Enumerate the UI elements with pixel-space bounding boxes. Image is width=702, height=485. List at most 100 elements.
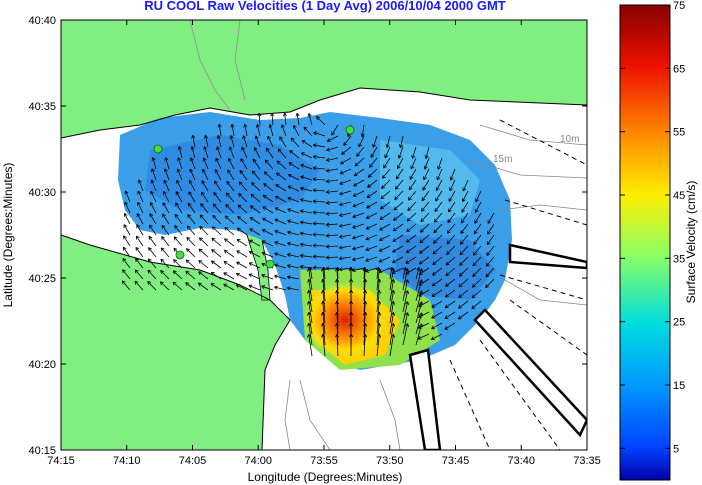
velocity-arrow-head <box>300 186 304 191</box>
velocity-arrow <box>395 168 404 180</box>
velocity-arrow-head <box>377 278 382 283</box>
velocity-arrow <box>226 181 235 192</box>
velocity-arrow <box>446 245 456 255</box>
velocity-arrow <box>365 223 378 230</box>
velocity-arrow-head <box>419 268 423 273</box>
velocity-arrow-head <box>449 176 454 181</box>
velocity-arrow-head <box>353 172 358 177</box>
velocity-arrow-head <box>405 279 410 283</box>
velocity-arrow-head <box>417 325 422 329</box>
velocity-arrow-head <box>286 286 291 291</box>
velocity-arrow-head <box>349 333 354 338</box>
velocity-arrow <box>215 157 222 170</box>
velocity-arrow <box>402 290 409 313</box>
velocity-arrow-head <box>249 216 254 221</box>
velocity-arrow <box>210 271 222 280</box>
velocity-arrow <box>366 201 378 209</box>
velocity-arrow-head <box>255 124 260 128</box>
velocity-arrow <box>353 179 365 187</box>
x-tick-label: 73:45 <box>442 455 470 467</box>
velocity-arrow-head <box>365 258 370 262</box>
velocity-arrow <box>199 225 209 236</box>
velocity-arrow <box>276 172 287 181</box>
velocity-arrow <box>418 322 430 329</box>
velocity-arrow <box>186 236 196 247</box>
velocity-arrow-head <box>325 244 330 249</box>
velocity-arrow-head <box>360 133 365 138</box>
velocity-arrow <box>471 289 482 299</box>
velocity-arrow-head <box>261 251 266 256</box>
velocity-arrow-head <box>366 204 371 209</box>
velocity-arrow-head <box>274 263 279 268</box>
velocity-arrow <box>287 242 300 247</box>
velocity-arrow-head <box>352 214 357 219</box>
velocity-arrow-head <box>187 202 192 207</box>
velocity-arrow-head <box>391 290 396 294</box>
velocity-arrow <box>431 278 443 287</box>
velocity-arrow-head <box>236 261 241 266</box>
velocity-arrow-head <box>287 196 292 201</box>
velocity-arrow-head <box>321 289 326 294</box>
velocity-arrow-head <box>325 179 330 184</box>
velocity-arrow <box>354 157 365 167</box>
land-north <box>61 20 587 138</box>
velocity-arrow <box>204 146 209 159</box>
velocity-arrow-head <box>391 270 396 274</box>
velocity-arrow <box>352 256 365 261</box>
velocity-arrow <box>353 190 365 197</box>
velocity-arrow-head <box>263 183 268 187</box>
velocity-arrow-head <box>253 147 258 151</box>
velocity-arrow <box>459 256 469 266</box>
velocity-arrow <box>262 206 274 214</box>
velocity-arrow-head <box>211 226 216 231</box>
velocity-arrow <box>389 290 394 313</box>
velocity-arrow-head <box>241 146 246 151</box>
velocity-arrow <box>461 201 469 213</box>
velocity-arrow-head <box>123 213 128 217</box>
velocity-arrow <box>445 267 456 277</box>
velocity-arrow <box>151 168 157 181</box>
velocity-arrow <box>136 213 144 225</box>
velocity-arrow-head <box>261 285 266 290</box>
velocity-arrow <box>369 157 378 168</box>
velocity-arrow <box>363 312 366 335</box>
velocity-arrow <box>250 205 261 214</box>
velocity-arrow-head <box>405 260 410 264</box>
velocity-arrow <box>216 146 222 159</box>
velocity-arrow-head <box>472 251 477 256</box>
colorbar-tick-label: 65 <box>673 63 685 75</box>
velocity-arrow <box>210 283 222 291</box>
velocity-arrow-head <box>352 268 356 273</box>
velocity-arrow <box>287 197 300 203</box>
velocity-arrow <box>174 225 183 236</box>
velocity-arrow-head <box>204 135 209 139</box>
velocity-arrow-head <box>406 238 410 243</box>
velocity-arrow-head <box>419 239 424 244</box>
velocity-arrow-head <box>486 251 491 256</box>
velocity-arrow <box>331 124 339 136</box>
velocity-arrow-head <box>312 188 317 193</box>
x-axis-label: Longitude (Degrees:Minutes) <box>248 470 403 484</box>
velocity-arrow <box>137 190 144 203</box>
velocity-arrow <box>175 191 183 203</box>
velocity-arrow-head <box>200 191 205 196</box>
y-tick-label: 40:15 <box>28 445 56 457</box>
velocity-arrow-head <box>365 247 370 252</box>
velocity-arrow <box>251 170 261 181</box>
velocity-arrow <box>392 223 404 232</box>
velocity-arrow <box>147 258 157 269</box>
velocity-arrow <box>160 270 170 280</box>
velocity-arrow-head <box>147 258 152 263</box>
velocity-arrow-head <box>419 279 423 284</box>
velocity-arrow <box>190 157 196 170</box>
velocity-arrow <box>275 195 287 203</box>
colorbar-tick-label: 55 <box>673 127 685 139</box>
velocity-arrow-head <box>261 262 266 267</box>
velocity-arrow-head <box>365 225 370 230</box>
velocity-arrow-head <box>354 162 359 167</box>
velocity-arrow <box>400 135 404 148</box>
velocity-arrow-head <box>380 195 385 200</box>
velocity-arrow-head <box>458 283 463 288</box>
velocity-arrow-head <box>224 226 229 231</box>
velocity-arrow <box>431 311 443 319</box>
